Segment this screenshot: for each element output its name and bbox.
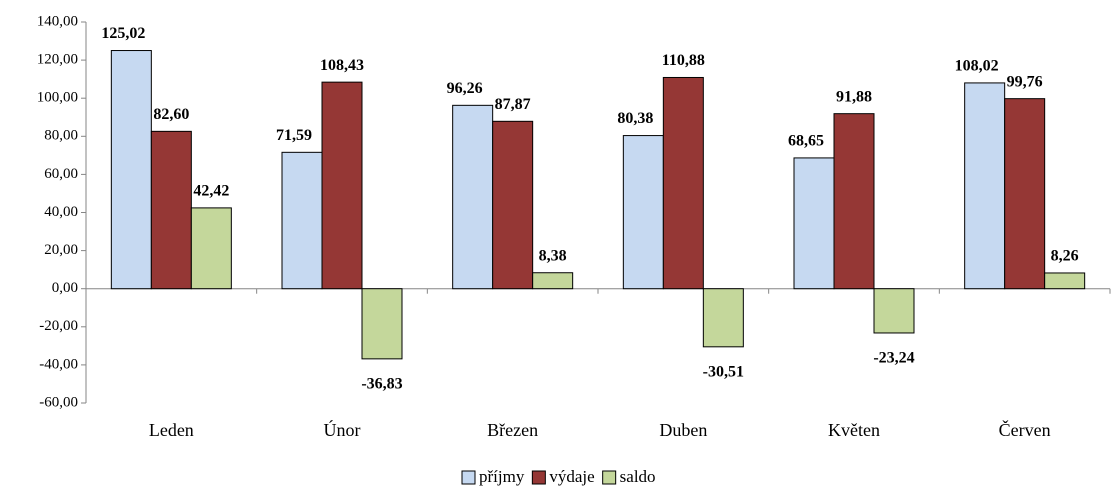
y-tick-label: 40,00 [44, 204, 78, 220]
x-tick-label: Březen [487, 420, 538, 440]
data-label: -36,83 [361, 376, 402, 393]
bar [662, 76, 704, 290]
data-label: 8,38 [539, 247, 567, 264]
legend-swatch [531, 470, 546, 485]
y-tick-label: -20,00 [39, 318, 78, 334]
bar [793, 157, 835, 290]
x-tick-label: Červen [999, 419, 1051, 440]
bar [281, 151, 323, 290]
legend-label: výdaje [549, 467, 594, 486]
y-tick-label: 60,00 [44, 166, 78, 182]
bar [622, 135, 664, 290]
bar [190, 207, 232, 290]
data-label: 108,43 [320, 57, 364, 74]
y-tick-label: 0,00 [52, 280, 78, 296]
y-tick-label: 140,00 [37, 13, 78, 29]
x-tick-label: Únor [324, 419, 361, 440]
data-label: -23,24 [873, 350, 914, 367]
data-label: 82,60 [153, 106, 189, 123]
data-label: 8,26 [1051, 248, 1079, 265]
bar [150, 130, 192, 290]
data-label: 108,02 [955, 58, 999, 75]
bar [1004, 98, 1046, 290]
bar [321, 81, 363, 290]
data-label: 110,88 [662, 52, 705, 69]
x-tick-label: Leden [149, 420, 194, 440]
bar [873, 288, 915, 334]
bar [964, 82, 1006, 290]
y-tick-label: 80,00 [44, 128, 78, 144]
bar [702, 288, 744, 348]
legend-swatch [602, 470, 617, 485]
y-tick-label: 120,00 [37, 52, 78, 68]
y-tick-label: 100,00 [37, 90, 78, 106]
x-tick-label: Květen [828, 420, 880, 440]
bar [110, 50, 152, 290]
data-label: 68,65 [788, 133, 824, 150]
legend-swatch [461, 470, 476, 485]
x-tick-label: Duben [659, 420, 707, 440]
data-label: 42,42 [193, 183, 229, 200]
data-label: 99,76 [1007, 73, 1043, 90]
data-label: 91,88 [836, 88, 872, 105]
bar [1044, 272, 1086, 290]
data-label: -30,51 [703, 363, 744, 380]
y-tick-label: 20,00 [44, 242, 78, 258]
bar [361, 288, 403, 360]
data-label: 96,26 [447, 80, 483, 97]
y-tick-label: -40,00 [39, 356, 78, 372]
legend-label: saldo [620, 467, 656, 486]
bar [452, 104, 494, 290]
legend-label: příjmy [479, 467, 525, 486]
data-label: 80,38 [617, 110, 653, 127]
data-label: 87,87 [495, 96, 531, 113]
data-label: 71,59 [276, 127, 312, 144]
bar [833, 113, 875, 290]
bar [532, 272, 574, 290]
y-tick-label: -60,00 [39, 394, 78, 410]
bar [492, 120, 534, 290]
data-label: 125,02 [101, 25, 145, 42]
